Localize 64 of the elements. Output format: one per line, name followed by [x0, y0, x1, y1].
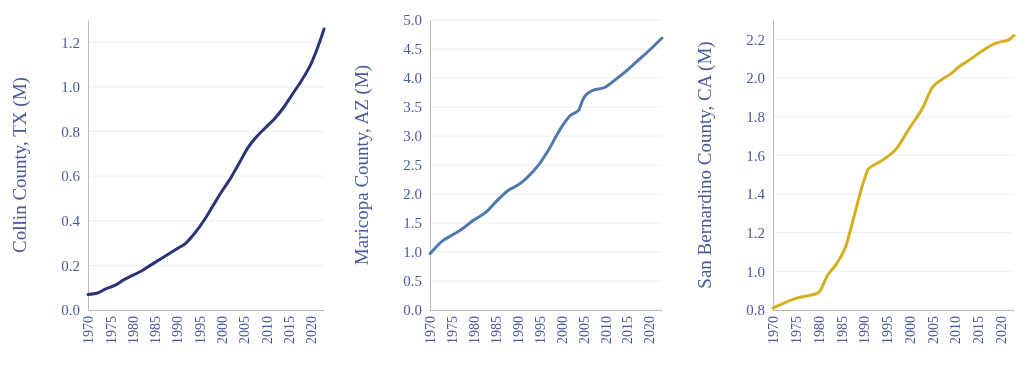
- line-series: [86, 27, 326, 296]
- y-tick-label: 0.0: [403, 302, 422, 319]
- y-tick-label: 1.5: [403, 215, 422, 232]
- y-tick-label: 1.0: [61, 79, 80, 96]
- y-axis-title: San Bernardino County, CA (M): [694, 41, 716, 289]
- y-tick-label: 2.2: [746, 31, 765, 48]
- x-tick-label: 1970: [766, 316, 782, 344]
- x-tick-label: 1980: [125, 316, 141, 344]
- y-tick-label: 3.0: [403, 128, 422, 145]
- x-tick-label: 2015: [620, 316, 636, 344]
- x-tick-label: 2000: [214, 316, 230, 344]
- x-tick-label: 2015: [971, 316, 987, 344]
- y-tick-label: 2.5: [403, 157, 422, 174]
- y-tick-label: 3.5: [403, 99, 422, 116]
- x-tick-label: 2005: [576, 316, 592, 344]
- x-tick-label: 2015: [281, 316, 297, 344]
- y-tick-label: 0.8: [61, 123, 80, 140]
- x-tick-label: 1980: [811, 316, 827, 344]
- line-series: [428, 36, 664, 256]
- x-tick-label: 1985: [834, 316, 850, 344]
- y-tick-label: 0.0: [61, 302, 80, 319]
- x-tick-label: 1980: [467, 316, 483, 344]
- x-tick-label: 2020: [642, 316, 658, 344]
- x-tick-label: 2005: [925, 316, 941, 344]
- x-tick-label: 1975: [445, 316, 461, 344]
- x-tick-label: 2010: [598, 316, 614, 344]
- y-axis-title: Collin County, TX (M): [9, 77, 31, 253]
- y-tick-label: 1.2: [61, 34, 80, 51]
- x-tick-label: 1990: [857, 316, 873, 344]
- x-tick-label: 2005: [237, 316, 253, 344]
- y-tick-label: 0.8: [746, 302, 765, 319]
- x-tick-label: 1990: [510, 316, 526, 344]
- y-tick-label: 1.0: [403, 244, 422, 261]
- x-tick-label: 1975: [789, 316, 805, 344]
- y-tick-label: 0.5: [403, 273, 422, 290]
- y-tick-label: 2.0: [746, 70, 765, 87]
- y-tick-label: 2.0: [403, 186, 422, 203]
- y-tick-label: 1.8: [746, 108, 765, 125]
- y-axis-title: Maricopa County, AZ (M): [351, 64, 373, 266]
- x-tick-label: 1990: [170, 316, 186, 344]
- x-tick-label: 2000: [902, 316, 918, 344]
- x-tick-label: 2000: [554, 316, 570, 344]
- x-tick-label: 2010: [259, 316, 275, 344]
- y-tick-label: 1.6: [746, 147, 766, 164]
- x-tick-label: 2020: [993, 316, 1009, 344]
- y-tick-label: 0.4: [61, 213, 81, 230]
- x-tick-label: 1995: [532, 316, 548, 344]
- x-tick-label: 1995: [880, 316, 896, 344]
- y-tick-label: 4.5: [403, 41, 422, 58]
- y-tick-label: 0.6: [61, 168, 81, 185]
- x-tick-label: 1970: [423, 316, 439, 344]
- x-tick-label: 1975: [103, 316, 119, 344]
- y-tick-label: 1.2: [746, 224, 765, 241]
- y-tick-label: 1.4: [746, 186, 766, 203]
- x-tick-label: 2010: [948, 316, 964, 344]
- x-tick-label: 2020: [304, 316, 320, 344]
- y-tick-label: 4.0: [403, 70, 422, 87]
- y-tick-label: 0.2: [61, 257, 80, 274]
- x-tick-label: 1985: [148, 316, 164, 344]
- y-tick-label: 5.0: [403, 12, 422, 29]
- x-tick-label: 1970: [81, 316, 97, 344]
- x-tick-label: 1985: [489, 316, 505, 344]
- y-tick-label: 1.0: [746, 263, 765, 280]
- x-tick-label: 1995: [192, 316, 208, 344]
